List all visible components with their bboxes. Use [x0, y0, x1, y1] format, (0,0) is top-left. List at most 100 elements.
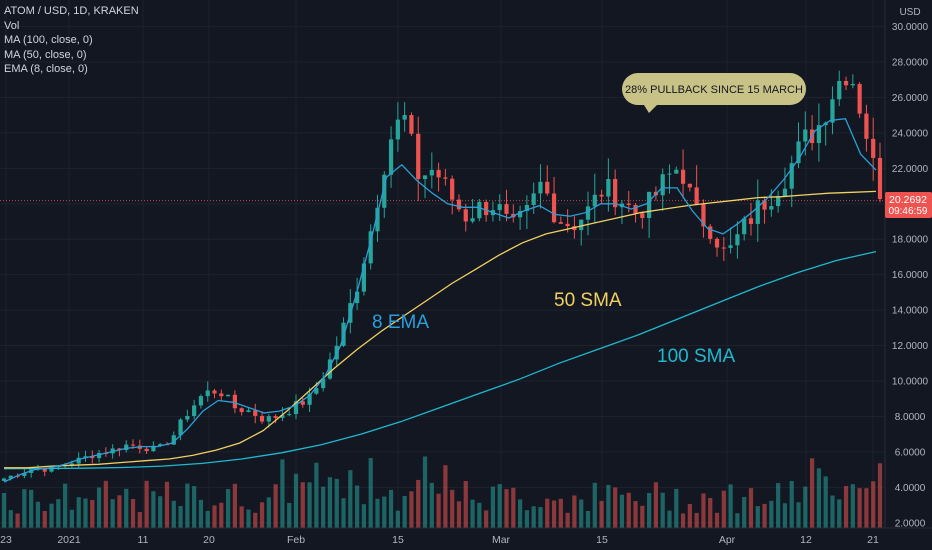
- x-tick-label: 11: [138, 534, 149, 546]
- volume-bar: [35, 501, 41, 528]
- candle-body: [864, 113, 869, 139]
- volume-bar: [776, 483, 781, 528]
- candle-body: [395, 119, 400, 140]
- volume-bar: [368, 458, 373, 528]
- volume-bar: [232, 483, 237, 528]
- volume-bar: [334, 478, 339, 528]
- volume-bar: [721, 490, 726, 528]
- volume-bar: [137, 512, 142, 528]
- volume-bar: [395, 510, 400, 528]
- candle-body: [748, 218, 754, 224]
- candle-body: [728, 245, 733, 248]
- price-axis[interactable]: [885, 0, 932, 550]
- volume-bar: [266, 497, 271, 528]
- candle-body: [327, 359, 333, 379]
- legend-ema8[interactable]: EMA (8, close, 0): [4, 63, 88, 75]
- x-tick-label: 23: [0, 534, 12, 546]
- legend-vol[interactable]: Vol: [4, 19, 20, 32]
- candle-body: [701, 204, 706, 227]
- candle-body: [253, 410, 258, 416]
- candle-body: [579, 219, 584, 231]
- volume-bar: [857, 488, 862, 528]
- candle-body: [694, 187, 699, 205]
- volume-bar: [409, 491, 414, 528]
- x-tick-label: 15: [596, 534, 608, 546]
- candle-body: [531, 193, 536, 205]
- volume-bar: [864, 488, 869, 528]
- volume-bar: [843, 486, 849, 528]
- candle-body: [436, 169, 441, 178]
- volume-bar: [341, 498, 346, 528]
- volume-bar: [633, 501, 638, 528]
- symbol-title[interactable]: ATOM / USD, 1D, KRAKEN: [4, 5, 139, 17]
- volume-bar: [8, 510, 13, 528]
- volume-bar: [402, 495, 407, 528]
- volume-bar: [647, 493, 652, 528]
- legend-ma50[interactable]: MA (50, close, 0): [4, 48, 87, 61]
- volume-bar: [504, 489, 509, 528]
- x-tick-label: 15: [392, 534, 404, 546]
- candle-body: [259, 415, 265, 422]
- ema8-line: [3, 117, 877, 483]
- candle-body: [90, 456, 95, 459]
- volume-bar: [314, 462, 319, 528]
- volume-bar: [429, 482, 434, 528]
- candle-body: [42, 468, 47, 472]
- volume-bar: [708, 497, 713, 528]
- volume-bar: [69, 509, 75, 528]
- candle-body: [225, 394, 231, 397]
- candle-body: [708, 226, 713, 239]
- volume-bar: [1, 493, 7, 528]
- y-tick-label: 28.0000: [892, 58, 929, 69]
- candle-body: [69, 463, 75, 465]
- volume-bar: [463, 480, 468, 528]
- volume-bar: [42, 510, 47, 528]
- volume-bar: [667, 510, 672, 528]
- candle-body: [470, 218, 475, 222]
- volume-bar: [416, 479, 421, 528]
- candle-body: [667, 173, 672, 175]
- volume-bar: [572, 495, 577, 528]
- volume-bar: [524, 510, 529, 528]
- volume-bar: [653, 482, 659, 528]
- last-price-value: 20.2692: [889, 194, 927, 206]
- candle-body: [151, 445, 156, 452]
- volume-bar: [755, 506, 760, 528]
- candle-body: [776, 196, 781, 207]
- volume-bar: [171, 500, 176, 528]
- x-tick-label: Feb: [287, 534, 305, 546]
- last-price-tag: 20.2692 09:46:59: [885, 192, 932, 218]
- candle-body: [1, 478, 7, 481]
- volume-bar: [355, 485, 360, 528]
- y-tick-label: 10.0000: [892, 377, 929, 388]
- volume-bar: [192, 486, 197, 528]
- volume-bar: [287, 502, 292, 528]
- y-tick-label: 8.0000: [895, 412, 926, 423]
- volume-bar: [225, 489, 231, 528]
- volume-bar: [422, 456, 428, 528]
- y-tick-label: 12.0000: [892, 341, 929, 352]
- volume-bar: [293, 473, 299, 528]
- candle-body: [212, 390, 217, 394]
- volume-bar: [694, 512, 699, 528]
- candle-body: [158, 444, 163, 446]
- candle-body: [198, 396, 204, 406]
- candle-body: [477, 202, 482, 219]
- candle-body: [117, 448, 122, 451]
- volume-bar: [674, 488, 679, 528]
- candle-body: [517, 211, 523, 218]
- candle-body: [592, 194, 597, 207]
- candle-body: [273, 416, 278, 418]
- chart-legend: ATOM / USD, 1D, KRAKEN Vol MA (100, clos…: [4, 4, 139, 77]
- y-tick-label: 14.0000: [892, 306, 929, 317]
- volume-bar: [789, 481, 794, 528]
- sma100-line: [3, 250, 877, 470]
- volume-bar: [239, 506, 244, 528]
- volume-bar: [259, 502, 265, 528]
- time-axis[interactable]: [0, 528, 885, 550]
- candle-body: [443, 177, 448, 179]
- y-tick-label: 18.0000: [892, 235, 929, 246]
- legend-ma100[interactable]: MA (100, close, 0): [4, 34, 93, 46]
- y-tick-label: 4.0000: [895, 483, 926, 494]
